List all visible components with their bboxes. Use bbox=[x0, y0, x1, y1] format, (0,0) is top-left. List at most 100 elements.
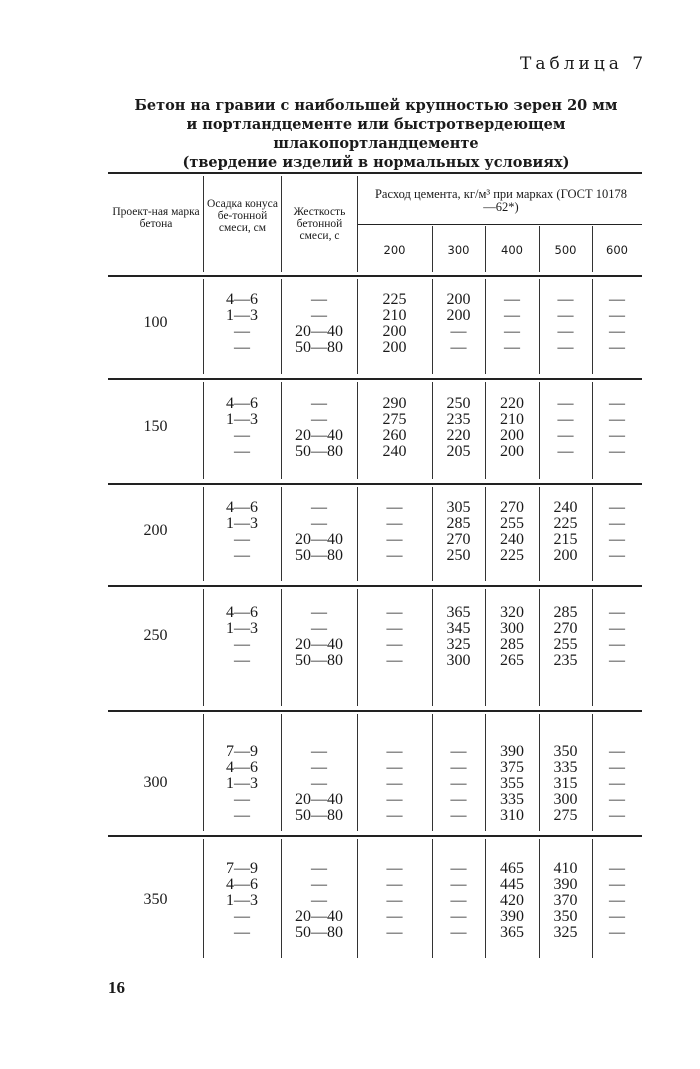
cell-value: — bbox=[386, 636, 403, 653]
c200-cell: — — — — bbox=[357, 500, 432, 564]
cell-value: — bbox=[504, 339, 520, 356]
cell-value: 7—9 bbox=[226, 860, 258, 877]
cell-value: — bbox=[386, 499, 403, 516]
cell-value: — bbox=[609, 759, 625, 776]
cell-value: — bbox=[450, 775, 467, 792]
column-divider bbox=[485, 279, 487, 374]
cell-value: 260 bbox=[382, 427, 407, 444]
c600-cell: — — — — bbox=[592, 396, 642, 460]
cell-value: — bbox=[386, 924, 403, 941]
cell-value: 1—3 bbox=[226, 620, 258, 637]
column-divider bbox=[539, 589, 541, 706]
column-divider bbox=[203, 279, 205, 374]
cell-value: 200 bbox=[382, 339, 407, 356]
cell-value: — bbox=[450, 892, 467, 909]
grade-cell: 100 bbox=[143, 314, 168, 331]
stiffness-cell: — —20—40 50—80 bbox=[281, 292, 357, 356]
stiffness-cell: — — —20—40 50—80 bbox=[281, 861, 357, 941]
cell-value: — bbox=[234, 807, 250, 824]
cell-value: 310 bbox=[500, 807, 524, 824]
cell-value: — bbox=[234, 443, 250, 460]
cell-value: — bbox=[557, 323, 574, 340]
cell-value: — bbox=[234, 531, 250, 548]
cell-value: 4—6 bbox=[226, 291, 258, 308]
column-divider bbox=[539, 382, 541, 479]
cell-value: — bbox=[311, 620, 327, 637]
header-slump: Осадка конуса бе-тонной смеси, см bbox=[207, 198, 278, 234]
c500-cell: 410 390 370 350 325 bbox=[539, 861, 592, 941]
cell-value: — bbox=[609, 547, 625, 564]
c500-cell: — — — — bbox=[539, 292, 592, 356]
c300-cell: — — — — — bbox=[432, 744, 485, 824]
cell-value: 20—40 bbox=[295, 791, 343, 808]
cell-value: — bbox=[234, 339, 250, 356]
column-divider bbox=[281, 589, 283, 706]
header-cement-500: 500 bbox=[554, 243, 577, 257]
cell-value: — bbox=[609, 291, 625, 308]
cell-value: — bbox=[609, 807, 625, 824]
column-divider bbox=[203, 839, 205, 958]
c600-cell: — — — — bbox=[592, 605, 642, 669]
cell-value: 200 bbox=[382, 323, 407, 340]
cell-value: — bbox=[311, 307, 327, 324]
column-divider bbox=[281, 279, 283, 374]
cell-value: 275 bbox=[553, 807, 578, 824]
grade-cell: 200 bbox=[143, 522, 168, 539]
cell-value: — bbox=[609, 339, 625, 356]
cell-value: — bbox=[234, 924, 250, 941]
column-divider bbox=[432, 589, 434, 706]
cell-value: 200 bbox=[553, 547, 578, 564]
c400-cell: 465 445 420 390 365 bbox=[485, 861, 539, 941]
grade-cell: 250 bbox=[143, 627, 168, 644]
cell-value: 200 bbox=[446, 291, 471, 308]
cell-value: 240 bbox=[382, 443, 407, 460]
cell-value: — bbox=[504, 291, 520, 308]
cell-value: — bbox=[234, 652, 250, 669]
cell-value: 445 bbox=[500, 876, 524, 893]
column-divider bbox=[485, 226, 487, 272]
c400-cell: 220 210 200 200 bbox=[485, 396, 539, 460]
cell-value: 50—80 bbox=[295, 547, 343, 564]
cell-value: 300 bbox=[446, 652, 471, 669]
c200-cell: — — — — — bbox=[357, 744, 432, 824]
cell-value: 50—80 bbox=[295, 652, 343, 669]
cell-value: 285 bbox=[553, 604, 578, 621]
slump-cell: 4—6 1—3— — bbox=[203, 500, 281, 564]
cell-value: — bbox=[386, 652, 403, 669]
c600-cell: — — — — — bbox=[592, 861, 642, 941]
column-divider bbox=[539, 487, 541, 581]
cell-value: 285 bbox=[500, 636, 524, 653]
c400-cell: — — — — bbox=[485, 292, 539, 356]
cell-value: — bbox=[609, 620, 625, 637]
cell-value: 200 bbox=[500, 443, 524, 460]
cell-value: 215 bbox=[553, 531, 578, 548]
cell-value: 4—6 bbox=[226, 499, 258, 516]
cell-value: — bbox=[609, 876, 625, 893]
column-divider bbox=[357, 279, 359, 374]
header-bottom-rule bbox=[108, 275, 642, 277]
cell-value: 350 bbox=[553, 743, 578, 760]
cell-value: 200 bbox=[500, 427, 524, 444]
cell-value: 465 bbox=[500, 860, 524, 877]
cell-value: — bbox=[609, 604, 625, 621]
c500-cell: 285 270 255 235 bbox=[539, 605, 592, 669]
column-divider bbox=[203, 589, 205, 706]
slump-cell: 4—6 1—3— — bbox=[203, 292, 281, 356]
title-line: и портландцементе или быстротвердеющем ш… bbox=[186, 116, 566, 152]
cell-value: — bbox=[609, 743, 625, 760]
page-number: 16 bbox=[108, 978, 125, 997]
cell-value: 1—3 bbox=[226, 515, 258, 532]
column-divider bbox=[485, 589, 487, 706]
cell-value: 225 bbox=[382, 291, 407, 308]
column-divider bbox=[432, 382, 434, 479]
group-rule bbox=[108, 483, 642, 485]
column-divider bbox=[485, 714, 487, 831]
cell-value: 4—6 bbox=[226, 759, 258, 776]
cell-value: — bbox=[609, 531, 625, 548]
cell-value: 250 bbox=[446, 395, 471, 412]
stiffness-cell: — — —20—40 50—80 bbox=[281, 744, 357, 824]
cell-value: — bbox=[450, 860, 467, 877]
cell-value: — bbox=[234, 791, 250, 808]
cell-value: — bbox=[386, 531, 403, 548]
cell-value: — bbox=[386, 604, 403, 621]
